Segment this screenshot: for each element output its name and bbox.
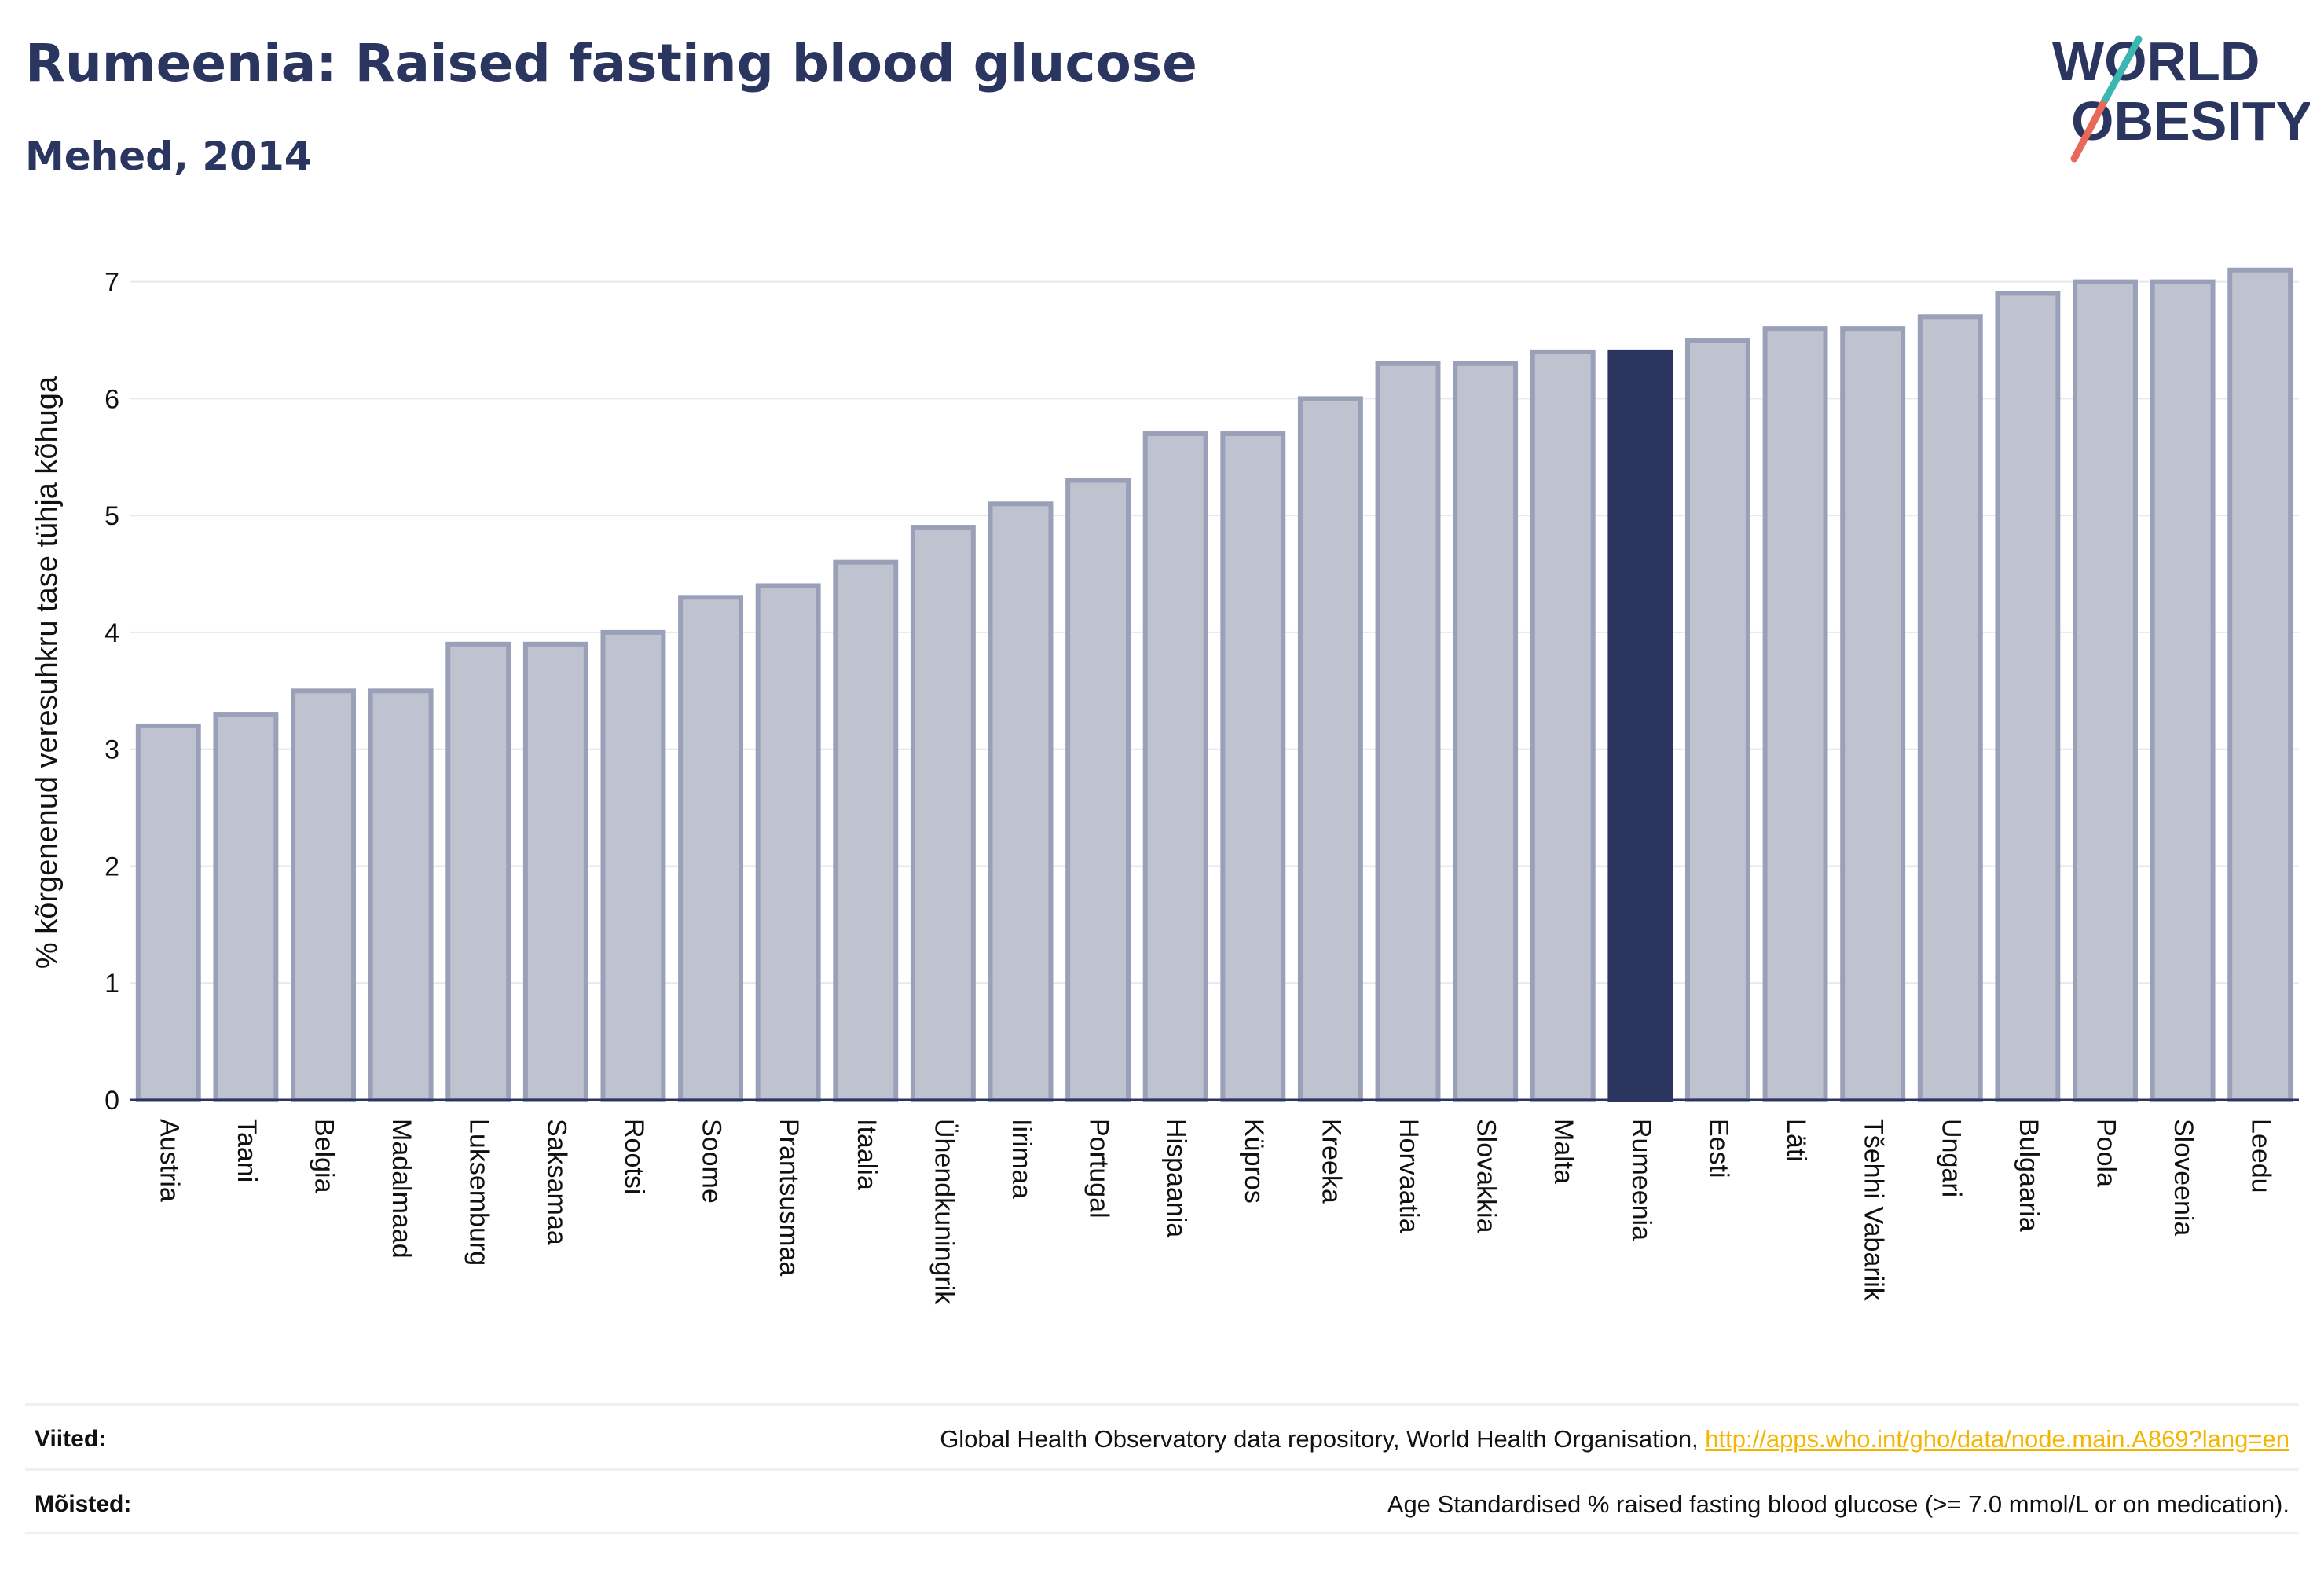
bar-austria [135,723,201,1102]
x-tick-label: Ühendkuningrik [929,1119,959,1305]
x-tick-label: Saksamaa [541,1119,571,1245]
bar-tšehhi-vabariik [1840,326,1906,1103]
svg-text:OBESITY: OBESITY [2071,90,2310,152]
bar-soome [678,595,744,1102]
x-tick-label: Belgia [310,1119,339,1193]
x-tick-label: Itaalia [852,1119,882,1190]
bar-slovakkia [1453,361,1519,1102]
bar-kreeka [1297,396,1363,1102]
y-tick-label: 6 [104,384,119,414]
x-tick-label: Rumeenia [1626,1119,1656,1241]
x-tick-label: Horvaatia [1394,1119,1424,1233]
x-tick-label: Madalmaad [387,1119,416,1259]
footer-divider-bottom [25,1532,2299,1534]
bar-sloveenia [2150,279,2216,1103]
x-tick-label: Poola [2091,1119,2121,1187]
y-tick-label: 1 [104,969,119,999]
x-tick-label: Ungari [1936,1119,1966,1197]
x-tick-labels: Austria Taani Belgia Madalmaad Luksemburg Sak… [154,1119,2275,1305]
bar-belgia [291,688,356,1102]
x-tick-label: Rootsi [619,1119,649,1194]
bar-prantsusmaa [755,583,821,1102]
sources-text: Global Health Observatory data repositor… [940,1425,2289,1453]
bar-itaalia [833,559,899,1103]
x-tick-label: Eesti [1703,1119,1733,1178]
sources-label: Viited: [35,1426,107,1452]
bar-rootsi [600,629,666,1102]
x-tick-label: Hispaania [1161,1119,1191,1237]
x-tick-label: Küpros [1239,1119,1269,1204]
x-tick-label: Sloveenia [2168,1119,2198,1236]
y-tick-label: 0 [104,1086,119,1116]
x-tick-label: Malta [1549,1119,1578,1184]
bar-taani [213,712,279,1102]
definitions-label: Mõisted: [35,1491,132,1517]
bar-leedu [2227,267,2293,1103]
x-tick-label: Taani [232,1119,262,1182]
footer-divider-top [25,1403,2299,1406]
definitions-text: Age Standardised % raised fasting blood … [1387,1490,2289,1518]
sources-description: Global Health Observatory data repositor… [940,1425,1706,1453]
x-tick-label: Austria [154,1119,184,1202]
bar-rumeenia [1607,349,1673,1103]
sources-link[interactable]: http://apps.who.int/gho/data/node.main.A… [1705,1425,2289,1453]
y-tick-label: 2 [104,852,119,881]
y-tick-label: 7 [104,268,119,298]
bar-malta [1530,349,1596,1103]
bar-portugal [1065,478,1131,1102]
x-tick-label: Läti [1781,1119,1811,1162]
y-tick-label: 4 [104,618,119,648]
svg-text:WORLD: WORLD [2052,31,2260,92]
x-tick-label: Luksemburg [464,1119,494,1266]
world-obesity-logo: WORLD OBESITY [2052,31,2310,163]
bar-luksemburg [445,641,511,1102]
x-tick-label: Portugal [1084,1119,1114,1219]
bar-poola [2073,279,2138,1103]
y-tick-label: 5 [104,501,119,531]
bar-läti [1762,326,1828,1103]
x-tick-label: Tšehhi Vabariik [1859,1119,1889,1302]
x-tick-label: Leedu [2246,1119,2276,1193]
y-tick-labels: 0 1 2 3 4 5 6 7 [104,268,119,1116]
bar-madalmaad [368,688,434,1102]
x-tick-label: Iirimaa [1006,1119,1036,1199]
bar-eesti [1684,338,1750,1103]
bar-chart: 0 1 2 3 4 5 6 7 Austria Taani Belgia Madalmaad Luks… [31,267,2299,1305]
x-tick-label: Soome [697,1119,727,1204]
bar-horvaatia [1375,361,1441,1102]
x-tick-label: Prantsusmaa [774,1119,804,1276]
y-axis-label: % kõrgenenud veresuhkru tase tühja kõhug… [31,376,64,969]
bar-bulgaaria [1995,291,2061,1103]
y-tick-label: 3 [104,735,119,765]
chart-subtitle: Mehed, 2014 [25,134,312,179]
x-tick-label: Slovakkia [1472,1119,1501,1233]
bar-ühendkuningrik [910,525,976,1103]
x-tick-label: Kreeka [1316,1119,1346,1204]
bar-ungari [1917,314,1983,1103]
bar-hispaania [1142,431,1208,1102]
footer-divider-middle [25,1468,2299,1471]
x-tick-label: Bulgaaria [2014,1119,2044,1232]
bars [135,267,2293,1103]
bar-küpros [1220,431,1286,1102]
bar-iirimaa [988,501,1054,1102]
bar-saksamaa [522,641,588,1102]
chart-title: Rumeenia: Raised fasting blood glucose [25,33,1197,93]
